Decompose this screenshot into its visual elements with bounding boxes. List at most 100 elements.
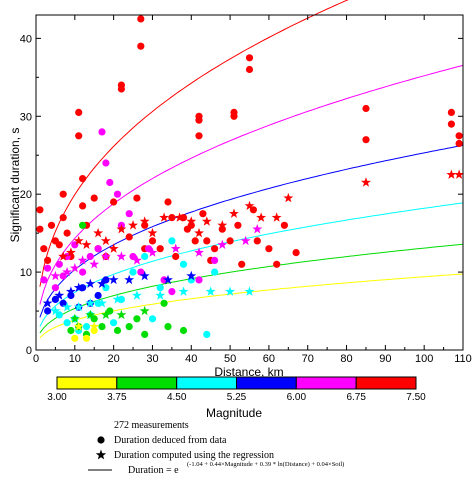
data-point-star [54,290,65,300]
data-point-circle [75,132,83,140]
data-point-star [147,227,158,238]
data-point-circle [47,221,56,229]
data-point-star [139,270,150,281]
data-point-circle [455,132,463,140]
data-point-circle [148,315,157,323]
data-point-star [205,286,216,296]
data-point-circle [86,252,94,261]
data-point-circle [265,245,273,253]
data-point-star [89,321,100,331]
y-tick-label: 40 [20,33,32,45]
x-tick-label: 0 [33,353,39,365]
data-point-star [128,220,138,230]
data-point-star [244,200,255,211]
legend: 272 measurements Duration deduced from d… [88,420,344,476]
data-point-star [454,169,465,179]
data-point-star [100,251,111,261]
data-point-star [89,259,100,269]
data-point-star [69,263,80,273]
data-point-circle [55,260,63,268]
data-points [36,15,465,342]
colorbar-label: 5.25 [227,392,247,403]
data-point-star [201,216,212,226]
y-tick-label: 30 [20,111,32,123]
data-point-circle [125,233,133,241]
legend-circle-marker [97,436,105,444]
data-point-circle [79,268,87,276]
data-point-circle [102,159,110,167]
data-point-circle [102,276,110,284]
data-point-circle [113,190,122,198]
data-point-circle [145,245,153,253]
x-tick-label: 60 [263,353,275,365]
data-point-circle [292,249,300,257]
data-point-circle [226,237,234,245]
data-point-circle [63,319,71,327]
data-point-star [124,274,135,285]
legend-star-marker [95,449,107,460]
data-point-circle [199,210,207,218]
data-point-circle [59,214,67,222]
data-point-circle [51,284,60,292]
x-tick-label: 10 [69,353,81,365]
data-point-star [132,255,142,265]
data-point-circle [125,210,133,218]
data-point-circle [141,330,149,338]
data-point-circle [234,221,242,229]
data-point-star [170,243,181,253]
data-point-circle [447,120,455,128]
data-point-star [66,286,76,296]
data-point-circle [362,104,370,113]
data-point-circle [168,237,176,245]
data-point-star [73,302,84,312]
data-point-circle [59,299,67,307]
regression-curve-4 [39,64,464,305]
data-point-circle [245,54,254,62]
data-point-star [97,298,107,308]
data-point-circle [110,198,118,206]
legend-regression-text: Duration computed using the regression [114,450,274,461]
data-point-star [186,216,197,226]
data-point-star [108,243,119,253]
regression-curve-3 [39,144,464,318]
data-point-circle [129,252,137,261]
data-point-star [194,227,204,238]
data-point-circle [36,206,44,214]
data-point-circle [125,323,133,331]
data-point-star [116,224,127,234]
data-point-circle [160,299,168,307]
magnitude-colorbar [56,376,417,390]
data-point-circle [211,245,219,253]
data-point-star [178,286,189,296]
data-point-circle [172,252,180,261]
data-point-star [139,216,150,226]
data-point-circle [203,237,211,245]
data-point-circle [362,136,370,144]
data-point-circle [195,116,203,124]
data-point-circle [455,139,463,148]
data-point-circle [245,65,254,74]
data-point-star [73,282,84,292]
x-tick-label: 50 [224,353,236,365]
axis-ticks: 0 10 20 30 40 50 60 70 80 90 100 110 0 10 20 30 40 [20,15,472,365]
data-point-star [240,235,251,246]
legend-data-text: Duration deduced from data [114,435,227,446]
data-point-star [73,321,84,331]
data-point-star [225,286,235,296]
data-point-star [93,227,104,238]
data-point-star [81,239,92,249]
data-point-star [66,247,76,257]
data-point-circle [179,326,188,335]
data-point-star [85,298,96,308]
data-point-circle [90,194,98,202]
x-tick-label: 80 [340,353,352,365]
data-point-star [73,235,84,246]
data-point-circle [79,202,87,210]
data-point-circle [110,319,118,327]
data-point-star [283,192,294,203]
data-point-circle [129,268,137,276]
data-point-circle [211,268,219,276]
data-point-star [85,278,96,288]
data-point-circle [67,326,75,335]
